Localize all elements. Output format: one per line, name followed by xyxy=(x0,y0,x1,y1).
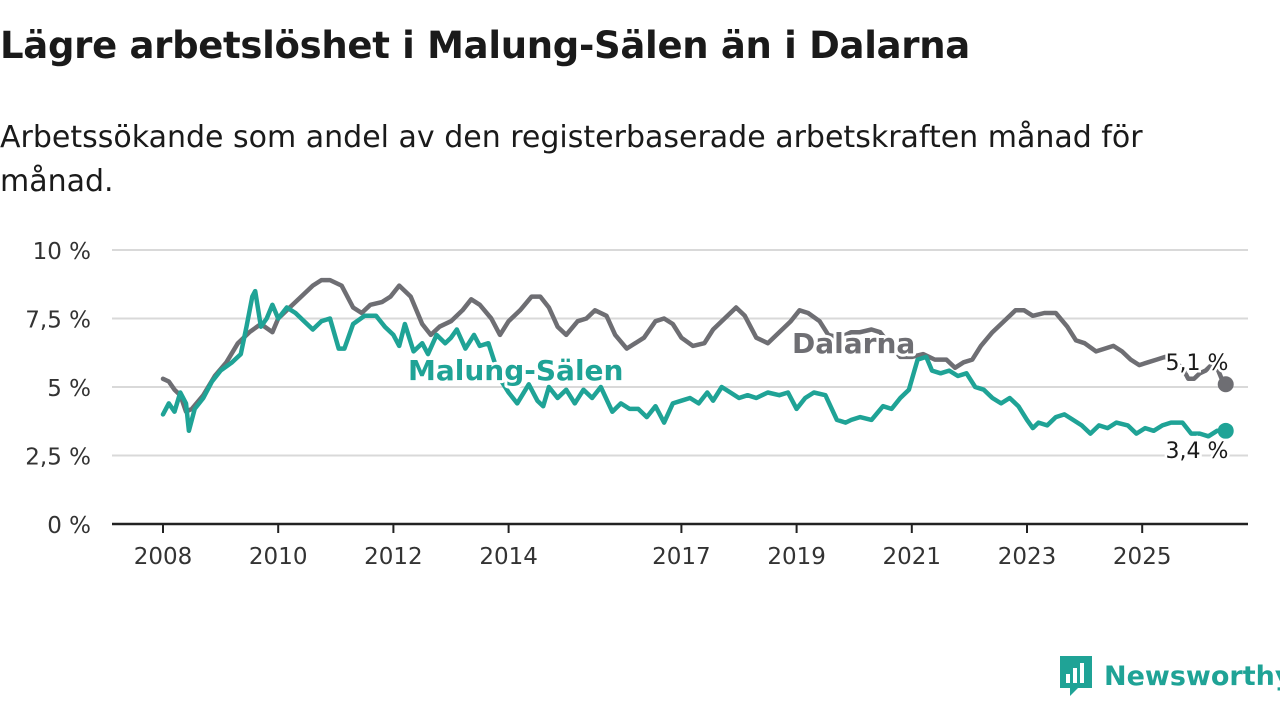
tick-layer: 0 % 2,5 % 5 % 7,5 % 10 % 2008 2010 2012 2014 2017… xyxy=(25,239,1171,570)
x-tick-label: 2008 xyxy=(134,544,193,570)
series-line-malung-s-len xyxy=(160,288,1228,439)
x-tick-label: 2023 xyxy=(998,544,1057,570)
series-line-dalarna xyxy=(160,277,1228,414)
x-tick-label: 2021 xyxy=(883,544,942,570)
y-tick-label: 10 % xyxy=(33,239,91,265)
grid-layer xyxy=(112,249,1248,526)
series-label-malung-salen: Malung-Sälen xyxy=(408,354,623,387)
series-layer xyxy=(160,277,1234,439)
x-tick-label: 2025 xyxy=(1113,544,1172,570)
end-label-malung-salen: 3,4 % xyxy=(1166,439,1229,464)
chart-subtitle: Arbetssökande som andel av den registerb… xyxy=(0,120,1143,199)
chart-title: Lägre arbetslöshet i Malung-Sälen än i D… xyxy=(0,24,970,67)
y-tick-label: 0 % xyxy=(47,513,91,539)
brand-name: Newsworthy xyxy=(1104,660,1280,692)
x-tick-label: 2012 xyxy=(364,544,423,570)
y-tick-label: 5 % xyxy=(47,376,91,402)
x-tick-label: 2017 xyxy=(652,544,711,570)
newsworthy-logo-icon xyxy=(1060,656,1092,696)
y-tick-label: 7,5 % xyxy=(25,308,91,334)
newsworthy-brand: Newsworthy xyxy=(1058,654,1280,698)
series-end-point xyxy=(1217,376,1234,393)
end-label-dalarna: 5,1 % xyxy=(1166,351,1229,376)
series-end-point xyxy=(1217,422,1234,439)
label-layer: Dalarna Malung-Sälen 5,1 % 3,4 % xyxy=(405,324,1231,467)
x-tick-label: 2014 xyxy=(479,544,538,570)
y-tick-label: 2,5 % xyxy=(25,445,91,471)
series-label-dalarna: Dalarna xyxy=(792,327,915,360)
x-tick-label: 2010 xyxy=(249,544,308,570)
x-tick-label: 2019 xyxy=(767,544,826,570)
